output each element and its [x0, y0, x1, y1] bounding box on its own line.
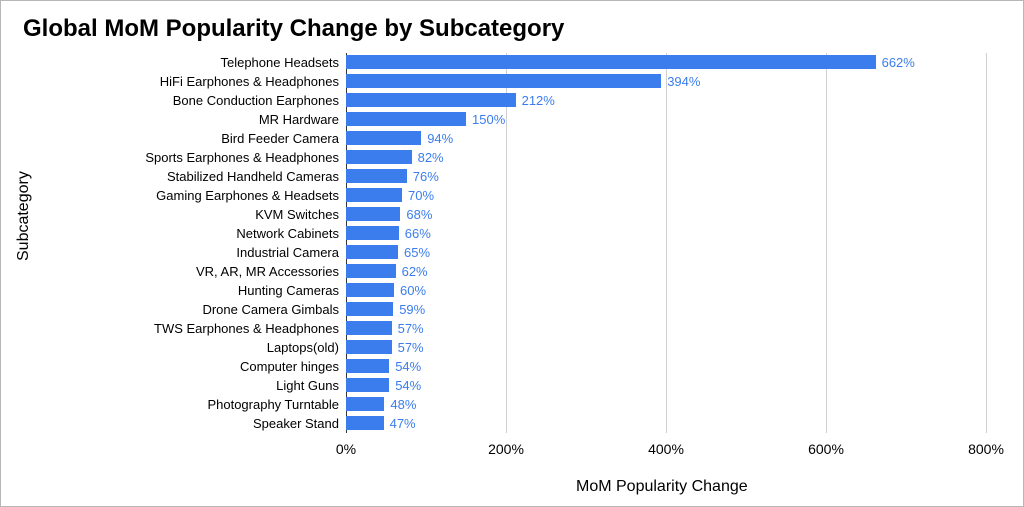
bar-row: 48% — [346, 395, 986, 414]
y-tick-label: Industrial Camera — [236, 243, 339, 262]
bar-row: 59% — [346, 300, 986, 319]
bar-value-label: 57% — [398, 338, 424, 357]
bar — [346, 207, 400, 221]
bar — [346, 416, 384, 430]
x-tick-label: 200% — [488, 441, 524, 457]
bar-value-label: 65% — [404, 243, 430, 262]
bar-value-label: 662% — [882, 53, 915, 72]
bar — [346, 188, 402, 202]
y-tick-label: Gaming Earphones & Headsets — [156, 186, 339, 205]
y-tick-label: Speaker Stand — [253, 414, 339, 433]
bar — [346, 74, 661, 88]
bar — [346, 397, 384, 411]
bar — [346, 264, 396, 278]
bar-value-label: 150% — [472, 110, 505, 129]
bar-row: 57% — [346, 319, 986, 338]
bar-row: 68% — [346, 205, 986, 224]
bar-row: 54% — [346, 376, 986, 395]
y-tick-label: Hunting Cameras — [238, 281, 339, 300]
bar-value-label: 68% — [406, 205, 432, 224]
bar — [346, 283, 394, 297]
bar-row: 54% — [346, 357, 986, 376]
y-tick-label: Drone Camera Gimbals — [202, 300, 339, 319]
bar-value-label: 54% — [395, 357, 421, 376]
bar — [346, 245, 398, 259]
y-tick-label: Bone Conduction Earphones — [173, 91, 339, 110]
bar — [346, 359, 389, 373]
bar-value-label: 60% — [400, 281, 426, 300]
bar-row: 212% — [346, 91, 986, 110]
bar — [346, 340, 392, 354]
bar-row: 82% — [346, 148, 986, 167]
bar — [346, 131, 421, 145]
bar-value-label: 59% — [399, 300, 425, 319]
bar-value-label: 48% — [390, 395, 416, 414]
bar-value-label: 62% — [402, 262, 428, 281]
bar — [346, 150, 412, 164]
x-axis-title: MoM Popularity Change — [576, 478, 748, 496]
bar — [346, 169, 407, 183]
bar-value-label: 394% — [667, 72, 700, 91]
bar-value-label: 66% — [405, 224, 431, 243]
bar-value-label: 47% — [390, 414, 416, 433]
bar-value-label: 54% — [395, 376, 421, 395]
y-tick-label: Computer hinges — [240, 357, 339, 376]
bar-row: 70% — [346, 186, 986, 205]
bar-row: 57% — [346, 338, 986, 357]
bar-row: 394% — [346, 72, 986, 91]
bar-row: 47% — [346, 414, 986, 433]
x-tick-label: 400% — [648, 441, 684, 457]
bar-row: 662% — [346, 53, 986, 72]
bar-row: 94% — [346, 129, 986, 148]
y-tick-label: Light Guns — [276, 376, 339, 395]
bar-row: 62% — [346, 262, 986, 281]
bar — [346, 93, 516, 107]
y-tick-label: Telephone Headsets — [220, 53, 339, 72]
bar-row: 150% — [346, 110, 986, 129]
grid-line — [986, 53, 987, 433]
bar-row: 60% — [346, 281, 986, 300]
y-tick-label: VR, AR, MR Accessories — [196, 262, 339, 281]
bar-value-label: 82% — [418, 148, 444, 167]
bar — [346, 321, 392, 335]
y-tick-label: Sports Earphones & Headphones — [145, 148, 339, 167]
chart-frame: Global MoM Popularity Change by Subcateg… — [0, 0, 1024, 507]
bar — [346, 226, 399, 240]
bar-value-label: 57% — [398, 319, 424, 338]
y-tick-label: Network Cabinets — [236, 224, 339, 243]
bar — [346, 112, 466, 126]
plot-area: 0%200%400%600%800%662%394%212%150%94%82%… — [346, 53, 986, 433]
bar — [346, 302, 393, 316]
y-tick-label: Bird Feeder Camera — [221, 129, 339, 148]
bar — [346, 378, 389, 392]
y-tick-label: MR Hardware — [259, 110, 339, 129]
bar — [346, 55, 876, 69]
y-tick-label: Laptops(old) — [267, 338, 339, 357]
y-tick-label: Photography Turntable — [207, 395, 339, 414]
bar-value-label: 94% — [427, 129, 453, 148]
bar-value-label: 76% — [413, 167, 439, 186]
y-tick-label: Stabilized Handheld Cameras — [167, 167, 339, 186]
y-tick-label: KVM Switches — [255, 205, 339, 224]
bar-value-label: 212% — [522, 91, 555, 110]
bar-row: 65% — [346, 243, 986, 262]
y-tick-label: HiFi Earphones & Headphones — [160, 72, 339, 91]
bar-row: 66% — [346, 224, 986, 243]
chart-title: Global MoM Popularity Change by Subcateg… — [23, 15, 564, 43]
x-tick-label: 600% — [808, 441, 844, 457]
y-axis-title: Subcategory — [15, 171, 33, 261]
x-tick-label: 800% — [968, 441, 1004, 457]
x-tick-label: 0% — [336, 441, 356, 457]
y-tick-label: TWS Earphones & Headphones — [154, 319, 339, 338]
bar-value-label: 70% — [408, 186, 434, 205]
bar-row: 76% — [346, 167, 986, 186]
